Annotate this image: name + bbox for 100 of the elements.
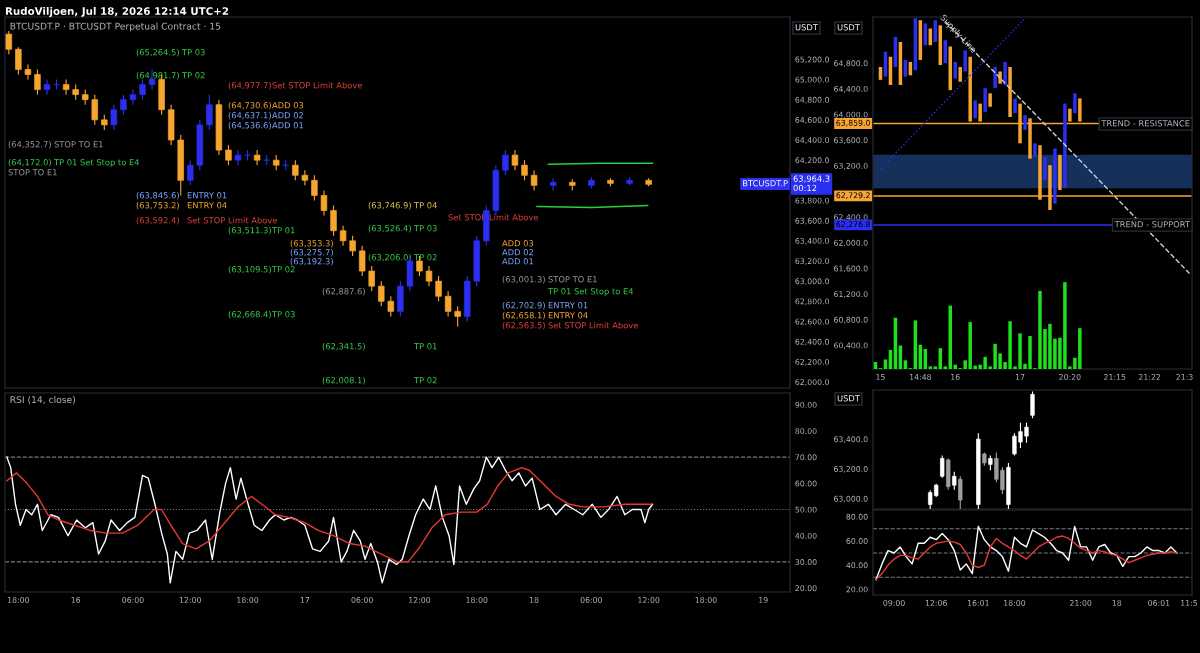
annotation: ADD 02: [502, 249, 533, 256]
candlestick: [5, 30, 13, 55]
annotation: TP 03: [271, 311, 295, 318]
annotation: (63,275.7): [290, 248, 333, 257]
bar: [1073, 93, 1077, 114]
candlestick: [292, 159, 299, 181]
annotation: (63,192.3): [290, 257, 333, 266]
bar: [953, 61, 957, 79]
bar: [1033, 143, 1037, 157]
candlestick: [311, 174, 318, 202]
bar: [973, 100, 977, 119]
annotation: ADD 02: [272, 112, 303, 119]
line-series: [875, 525, 1178, 581]
candlestick: [225, 144, 232, 166]
annotation: (64,536.6): [228, 121, 271, 130]
bar: [958, 67, 962, 82]
text: USDT: [837, 395, 860, 402]
line-series: [875, 535, 1178, 581]
annotation: Set STOP Limit Above: [187, 216, 277, 224]
annotation: (63,526.4): [368, 224, 411, 233]
candlestick: [253, 149, 261, 166]
candlestick: [120, 94, 127, 116]
bar: [933, 366, 938, 369]
annotation: TP 01 Set Stop to E4: [53, 159, 140, 168]
candlestick: [330, 204, 337, 237]
candlestick: [378, 280, 385, 307]
candlestick: [24, 63, 32, 81]
annotation: TREND - RESISTANCE: [1101, 120, 1190, 127]
candlestick: [940, 454, 945, 479]
annotation: ADD 01: [272, 122, 304, 129]
bar: [1013, 98, 1017, 114]
annotation: (64,352.7): [8, 140, 51, 149]
bar: [943, 366, 948, 369]
annotation: TP 01 Set Stop to E4: [547, 288, 634, 297]
annotation: ADD 03: [272, 102, 304, 109]
annotation: BTCUSDT.P: [743, 180, 788, 187]
chart-subtitle: RudoViljoen, Jul 18, 2026 12:14 UTC+2: [5, 6, 229, 17]
candlestick: [349, 235, 356, 257]
candlestick: [34, 68, 41, 96]
annotation: ADD 01: [502, 258, 534, 265]
candlestick: [1030, 390, 1035, 419]
annotation: (63,109.5): [228, 265, 271, 274]
candlestick: [444, 290, 452, 317]
text: 63,964.3 00:12: [793, 175, 830, 192]
candlestick: [43, 78, 51, 96]
annotation: (63,592.4): [136, 216, 179, 225]
annotation: TREND - SUPPORT: [1114, 221, 1191, 228]
annotation: ADD 03: [502, 240, 534, 247]
candlestick: [129, 89, 137, 106]
annotation: (64,172.0): [8, 158, 51, 167]
candlestick: [139, 78, 146, 101]
annotation: TP 02: [271, 266, 295, 273]
annotation: (62,341.5): [322, 342, 365, 351]
bar: [1008, 67, 1012, 118]
bar: [1023, 115, 1027, 130]
text: USDT: [837, 24, 860, 31]
text: USDT: [795, 24, 818, 31]
candlestick: [187, 159, 194, 186]
candlestick: [234, 149, 242, 166]
annotation: (65,264.5): [136, 48, 179, 57]
annotation: (63,845.6): [136, 191, 179, 200]
annotation: TP 03: [181, 49, 205, 56]
annotation: ENTRY 01: [548, 302, 588, 309]
candlestick: [320, 189, 328, 217]
candlestick: [435, 275, 442, 302]
annotation: (64,637.1): [228, 111, 271, 120]
bar: [1003, 61, 1007, 85]
candlestick: [454, 305, 461, 328]
annotation: ENTRY 04: [548, 312, 588, 319]
candlestick: [62, 78, 70, 96]
annotation: (63,746.9): [368, 201, 411, 210]
annotation: (62,668.4): [228, 310, 271, 319]
candlestick: [425, 265, 433, 287]
bar: [928, 366, 933, 369]
annotation: (63,001.3): [502, 275, 545, 284]
bar: [1053, 148, 1057, 204]
annotation: STOP TO E1: [8, 169, 57, 176]
annotation: (62,887.6): [322, 287, 365, 296]
annotation: TP 01: [271, 227, 295, 234]
annotation: (62,008.1): [322, 376, 365, 385]
bar: [1043, 156, 1047, 180]
chart-title: RSI (14, close): [10, 395, 75, 405]
bar: [988, 93, 992, 107]
annotation: TP 03: [413, 225, 437, 232]
candlestick: [301, 169, 309, 186]
candlestick: [387, 295, 395, 317]
annotation: STOP TO E1: [548, 276, 597, 283]
annotation: TP 01: [413, 343, 437, 350]
bar: [998, 71, 1002, 84]
bar: [983, 88, 987, 112]
annotation: Set STOP Limit Above: [548, 321, 638, 329]
bar: [993, 67, 997, 89]
annotation: (64,730.6): [228, 101, 271, 110]
candlestick: [511, 149, 519, 171]
candlestick: [530, 169, 538, 191]
annotation: (64,977.7): [228, 81, 271, 90]
candlestick: [339, 225, 347, 247]
annotation: (62,658.1): [502, 311, 545, 320]
annotation: STOP TO E1: [54, 141, 103, 148]
annotation: TP 02: [413, 377, 437, 384]
